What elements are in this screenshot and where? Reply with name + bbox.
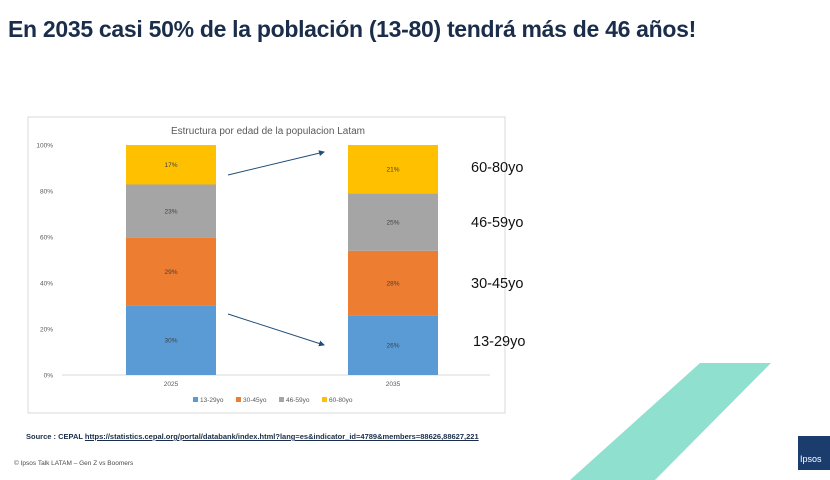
bar-segment — [348, 193, 438, 251]
arrow-up — [227, 150, 325, 176]
data-label: 17% — [164, 162, 177, 169]
legend: 13-29yo 30-45yo 46-59yo 60-80yo — [193, 397, 353, 404]
legend-label: 46-59yo — [286, 397, 310, 404]
legend-label: 30-45yo — [243, 397, 267, 404]
bars: 30% 29% 23% 17% 26% 28% 25% 21% — [126, 145, 438, 375]
bar-segment — [126, 305, 216, 375]
chart-title: Estructura por edad de la populacion Lat… — [171, 126, 365, 137]
legend-label: 60-80yo — [329, 397, 353, 404]
legend-swatch — [322, 397, 327, 402]
data-label: 29% — [164, 269, 177, 276]
source-prefix: Source : CEPAL — [26, 432, 83, 441]
data-label: 26% — [386, 343, 399, 350]
bar-segment — [348, 315, 438, 375]
data-label: 30% — [164, 338, 177, 345]
y-tick-label: 20% — [40, 327, 53, 334]
y-tick-label: 40% — [40, 281, 53, 288]
x-tick-label: 2035 — [386, 381, 401, 388]
source-note: Source : CEPAL https://statistics.cepal.… — [26, 432, 479, 441]
ipsos-logo: Ipsos — [798, 436, 830, 470]
legend-label: 13-29yo — [200, 397, 224, 404]
bar-segment — [348, 145, 438, 194]
footer-note: © Ipsos Talk LATAM – Gen Z vs Boomers — [14, 460, 134, 467]
data-label: 25% — [386, 220, 399, 227]
y-axis: 0% 20% 40% 60% 80% 100% — [36, 143, 53, 380]
bar-segment — [126, 184, 216, 238]
legend-swatch — [236, 397, 241, 402]
bar-segment — [126, 145, 216, 185]
source-link[interactable]: https://statistics.cepal.org/portal/data… — [84, 432, 479, 441]
bar-segment — [126, 237, 216, 306]
slide-title: En 2035 casi 50% de la población (13-80)… — [8, 16, 697, 42]
x-tick-label: 2025 — [164, 381, 179, 388]
y-tick-label: 0% — [44, 373, 54, 380]
data-label: 23% — [164, 209, 177, 216]
group-label-30-45: 30-45yo — [471, 276, 524, 292]
legend-swatch — [193, 397, 198, 402]
y-tick-label: 100% — [36, 143, 53, 150]
teal-stripe-shape — [570, 363, 771, 480]
data-label: 21% — [386, 167, 399, 174]
bar-segment — [348, 250, 438, 316]
y-tick-label: 80% — [40, 189, 53, 196]
trend-arrows — [227, 150, 325, 347]
logo-text: Ipsos — [800, 454, 822, 464]
group-label-60-80: 60-80yo — [471, 160, 524, 176]
x-axis: 2025 2035 — [164, 381, 401, 388]
legend-swatch — [279, 397, 284, 402]
arrow-down — [227, 313, 325, 347]
data-label: 28% — [386, 281, 399, 288]
group-label-13-29: 13-29yo — [473, 334, 526, 350]
group-label-46-59: 46-59yo — [471, 215, 524, 231]
y-tick-label: 60% — [40, 235, 53, 242]
